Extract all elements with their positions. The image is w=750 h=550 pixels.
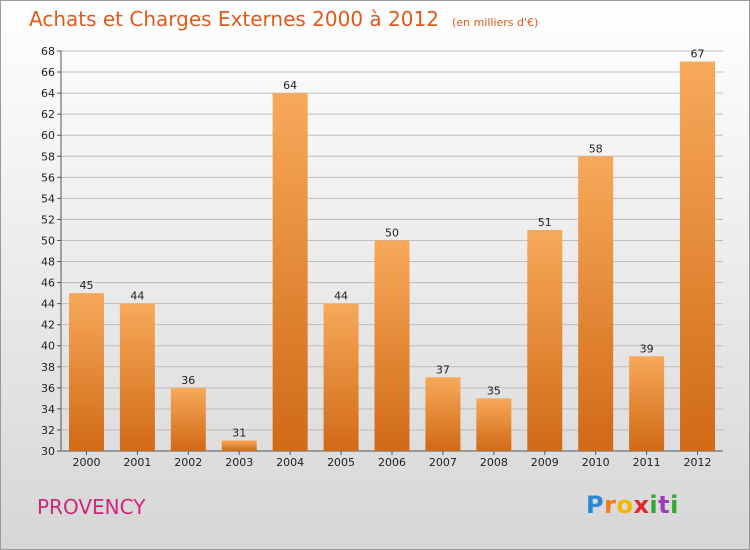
bar-2008 — [476, 398, 512, 451]
bar-2001 — [119, 303, 155, 451]
bar-2000 — [68, 293, 104, 451]
y-tick-label: 34 — [41, 403, 55, 416]
y-tick-label: 64 — [41, 87, 55, 100]
value-label: 39 — [640, 342, 654, 355]
value-label: 35 — [487, 384, 501, 397]
bar-2010 — [578, 156, 614, 451]
value-label: 58 — [589, 142, 603, 155]
value-label: 37 — [436, 363, 450, 376]
x-tick-label: 2010 — [582, 456, 610, 469]
value-label: 44 — [130, 290, 144, 303]
x-tick-label: 2008 — [480, 456, 508, 469]
y-tick-label: 42 — [41, 319, 55, 332]
value-label: 44 — [334, 290, 348, 303]
x-tick-label: 2009 — [531, 456, 559, 469]
value-label: 36 — [181, 374, 195, 387]
bar-2012 — [680, 61, 716, 452]
value-label: 31 — [232, 426, 246, 439]
proxiti-logo[interactable]: Proxiti — [586, 491, 679, 519]
bars — [68, 61, 716, 452]
x-tick-label: 2006 — [378, 456, 406, 469]
bar-2009 — [527, 229, 563, 451]
bar-2011 — [629, 356, 665, 451]
y-tick-label: 38 — [41, 361, 55, 374]
y-tick-label: 44 — [41, 298, 55, 311]
bar-2007 — [425, 377, 461, 451]
bar-2002 — [170, 387, 206, 451]
x-tick-label: 2011 — [633, 456, 661, 469]
x-tick-label: 2004 — [276, 456, 304, 469]
x-tick-label: 2003 — [225, 456, 253, 469]
bar-2005 — [323, 303, 359, 451]
value-label: 45 — [79, 279, 93, 292]
y-tick-label: 62 — [41, 108, 55, 121]
y-tick-label: 66 — [41, 66, 55, 79]
x-tick-label: 2002 — [174, 456, 202, 469]
x-tick-label: 2005 — [327, 456, 355, 469]
y-tick-label: 36 — [41, 382, 55, 395]
value-label: 64 — [283, 79, 297, 92]
bar-2003 — [221, 440, 257, 451]
y-tick-label: 48 — [41, 256, 55, 269]
x-tick-label: 2000 — [72, 456, 100, 469]
title-unit: (en milliers d'€) — [452, 16, 539, 29]
value-label: 67 — [691, 48, 705, 61]
y-tick-label: 52 — [41, 213, 55, 226]
value-labels: 45 44 36 31 64 44 50 37 35 51 58 39 67 — [79, 48, 704, 440]
y-tick-label: 46 — [41, 277, 55, 290]
commune-name: PROVENCY — [37, 495, 146, 519]
x-tick-label: 2012 — [684, 456, 712, 469]
title-text: Achats et Charges Externes 2000 à 2012 — [29, 7, 439, 31]
y-tick-label: 56 — [41, 171, 55, 184]
y-tick-label: 50 — [41, 234, 55, 247]
y-tick-label: 58 — [41, 150, 55, 163]
bar-2004 — [272, 93, 308, 452]
y-tick-label: 40 — [41, 340, 55, 353]
y-tick-label: 54 — [41, 192, 55, 205]
y-tick-label: 68 — [41, 45, 55, 58]
x-tick-label: 2007 — [429, 456, 457, 469]
value-label: 51 — [538, 216, 552, 229]
y-tick-label: 30 — [41, 445, 55, 458]
y-tick-label: 32 — [41, 424, 55, 437]
chart-title: Achats et Charges Externes 2000 à 2012 (… — [29, 7, 538, 31]
value-label: 50 — [385, 226, 399, 239]
y-tick-label: 60 — [41, 129, 55, 142]
x-tick-label: 2001 — [123, 456, 151, 469]
bar-2006 — [374, 240, 410, 451]
